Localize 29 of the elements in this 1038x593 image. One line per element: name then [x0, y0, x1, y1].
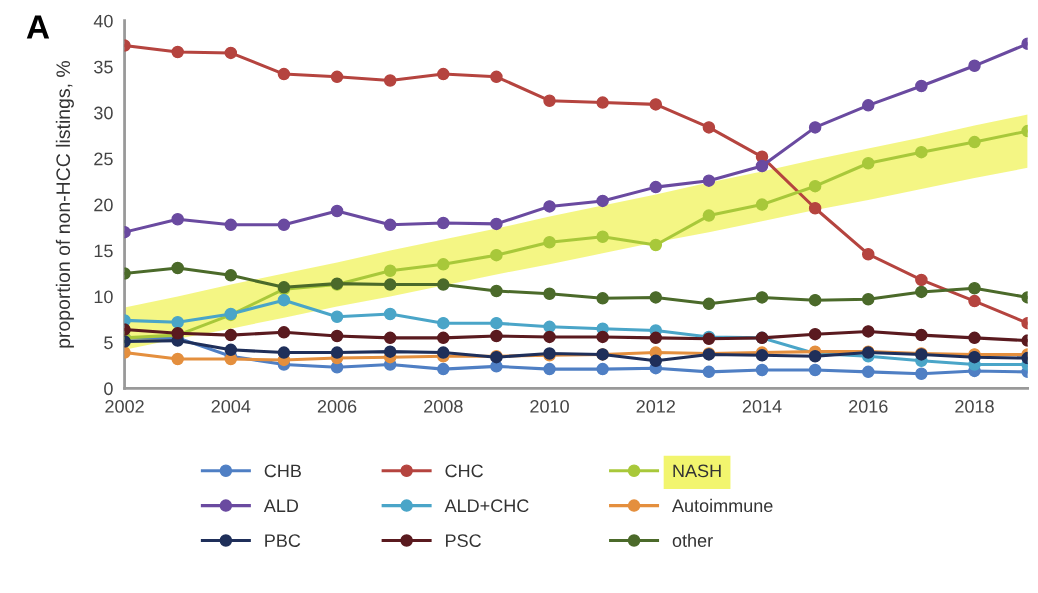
y-tick-label: 35 — [94, 60, 113, 74]
legend-label: CHB — [264, 464, 301, 478]
y-tick-label: 20 — [94, 198, 113, 212]
x-tick-label: 2012 — [636, 400, 675, 413]
x-tick-label: 2016 — [849, 400, 888, 413]
legend-label: CHC — [445, 464, 483, 478]
x-tick-label: 2002 — [105, 400, 144, 413]
x-tick-label: 2006 — [317, 400, 357, 413]
legend-label: Autoimmune — [672, 498, 773, 513]
legend-label: ALD+CHC — [444, 499, 529, 513]
legend-label: other — [672, 533, 713, 547]
x-tick-label: 2004 — [211, 400, 251, 413]
y-tick-label: 5 — [104, 336, 113, 350]
legend-label: PBC — [265, 534, 301, 547]
y-tick-label: 40 — [93, 14, 113, 28]
y-axis-title: proportion of non-HCC listings, % — [55, 60, 74, 348]
y-tick-label: 25 — [94, 152, 113, 166]
text: A — [26, 15, 50, 39]
x-tick-label: 2014 — [742, 400, 782, 413]
x-tick-label: 2010 — [530, 400, 569, 413]
legend-label: PSC — [446, 534, 481, 547]
legend-label: NASH — [673, 464, 721, 478]
y-tick-label: 10 — [94, 290, 113, 304]
x-tick-label: 2018 — [955, 400, 994, 413]
y-tick-label: 0 — [104, 382, 113, 396]
y-tick-label: 30 — [94, 106, 113, 120]
x-tick-label: 2008 — [424, 400, 463, 413]
y-tick-label: 15 — [94, 244, 113, 258]
legend-label: ALD — [263, 499, 299, 512]
